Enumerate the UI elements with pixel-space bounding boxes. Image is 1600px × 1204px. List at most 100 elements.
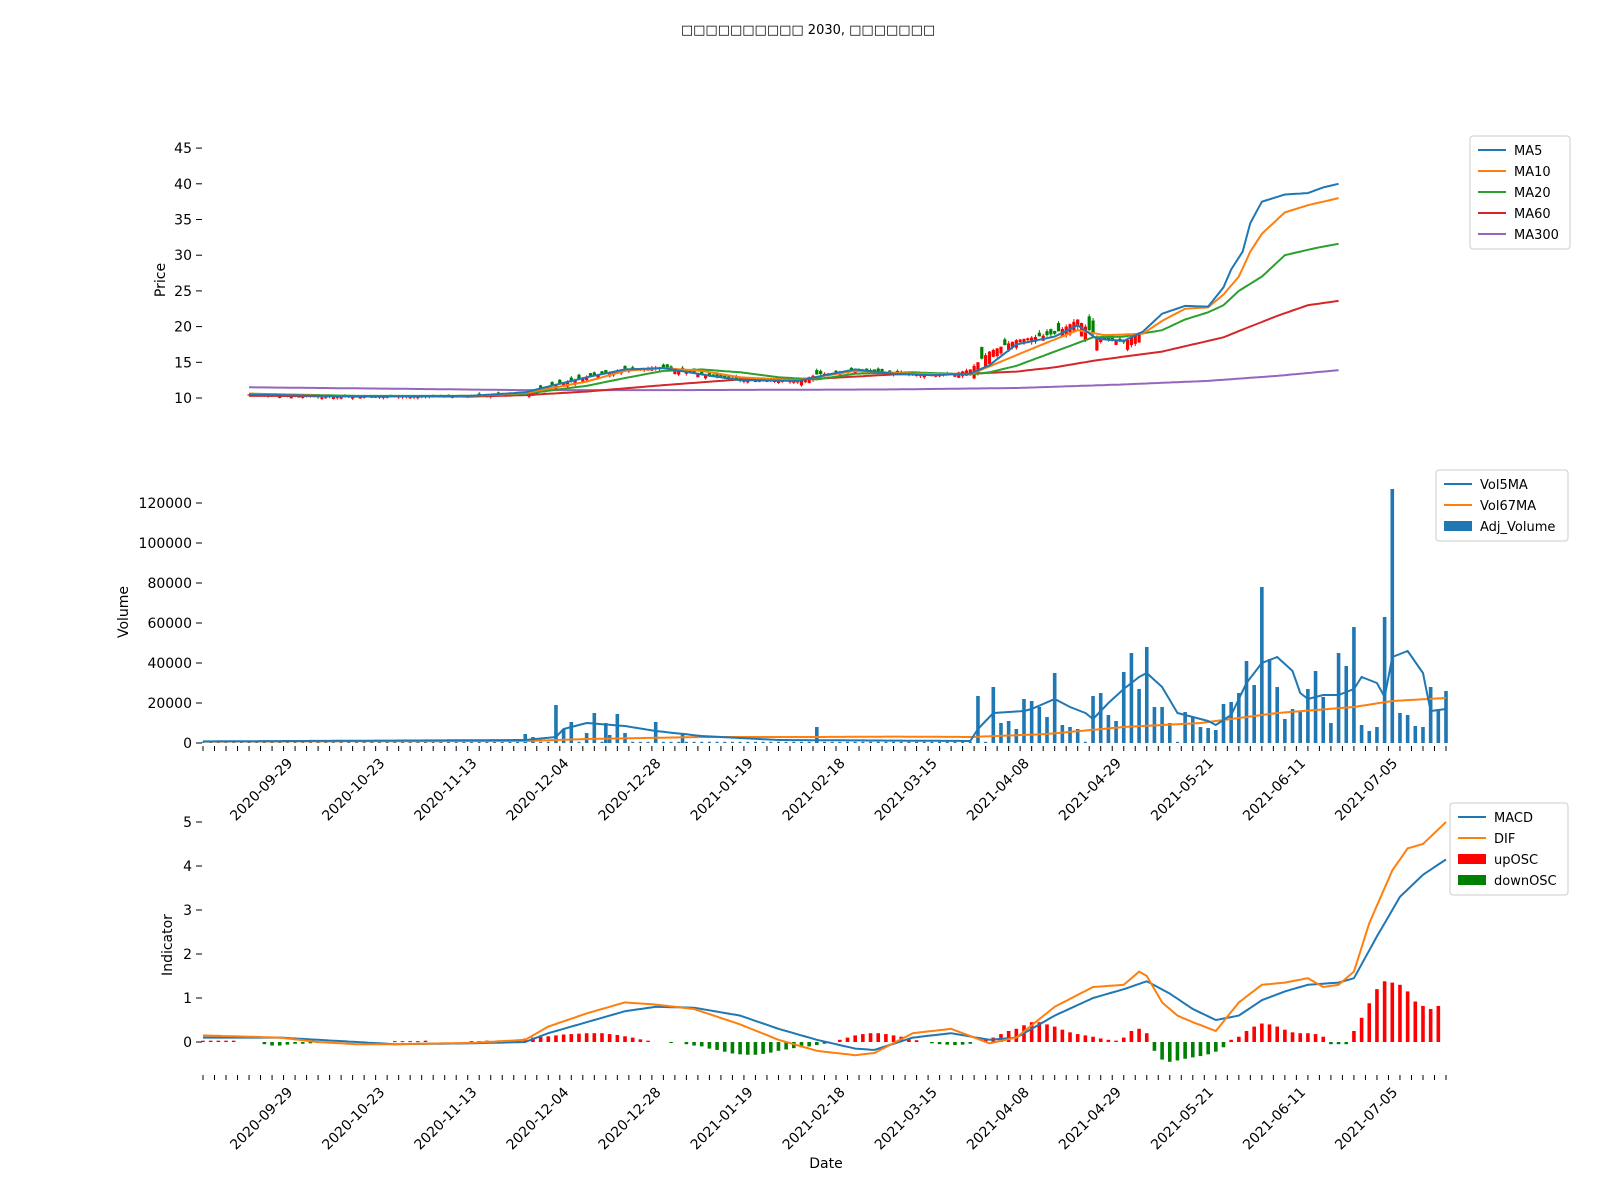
volume-bar bbox=[784, 741, 788, 743]
volume-bar bbox=[730, 741, 734, 743]
volume-bar bbox=[1029, 701, 1034, 743]
uposc-bar bbox=[1436, 1005, 1441, 1042]
volume-bar bbox=[339, 741, 343, 743]
downosc-bar bbox=[730, 1042, 735, 1054]
volume-date-label: 2020-10-23 bbox=[319, 756, 388, 825]
volume-bar bbox=[600, 741, 604, 743]
candle-body bbox=[914, 375, 919, 377]
candle-body bbox=[631, 367, 635, 370]
volume-date-label: 2021-01-19 bbox=[688, 756, 757, 825]
volume-bar bbox=[930, 741, 934, 743]
candle-body bbox=[573, 379, 577, 385]
volume-bar bbox=[416, 741, 420, 743]
candle-body bbox=[585, 376, 589, 381]
candle-body bbox=[577, 374, 581, 379]
volume-bar bbox=[1098, 693, 1103, 743]
volume-bar bbox=[393, 741, 397, 743]
volume-bar bbox=[1144, 647, 1149, 743]
candle-body bbox=[1018, 339, 1022, 343]
downosc-bar bbox=[1329, 1042, 1333, 1045]
indicator-ytick-label-0: 0 bbox=[183, 1035, 192, 1051]
volume-axis-label: Volume bbox=[116, 586, 132, 638]
uposc-bar bbox=[416, 1041, 420, 1043]
downosc-bar bbox=[822, 1042, 827, 1044]
candle-body bbox=[1045, 331, 1049, 336]
indicator-date-label: 2021-04-08 bbox=[964, 1085, 1033, 1154]
volume-bar bbox=[354, 741, 358, 743]
volume-legend-label-2: Adj_Volume bbox=[1480, 520, 1555, 535]
uposc-bar bbox=[1398, 984, 1402, 1042]
candle-body bbox=[815, 370, 819, 375]
downosc-bar bbox=[738, 1042, 742, 1055]
volume-bar bbox=[1359, 725, 1364, 743]
uposc-bar bbox=[607, 1034, 612, 1042]
uposc-bar bbox=[208, 1040, 213, 1042]
volume-bar bbox=[838, 741, 842, 743]
candle-body bbox=[734, 376, 738, 381]
volume-bar bbox=[424, 741, 428, 743]
volume-bar bbox=[792, 741, 796, 743]
downosc-bar bbox=[1175, 1042, 1180, 1061]
price-axis-label: Price bbox=[153, 263, 169, 297]
volume-ytick-label-2: 40000 bbox=[147, 656, 192, 672]
candle-body bbox=[661, 364, 665, 368]
candle-body bbox=[301, 396, 305, 398]
downosc-bar bbox=[745, 1042, 750, 1055]
price-legend-label-4: MA300 bbox=[1514, 228, 1559, 243]
uposc-bar bbox=[1006, 1031, 1011, 1042]
indicator-date-label: 2021-03-15 bbox=[872, 1085, 941, 1154]
uposc-bar bbox=[1068, 1032, 1072, 1042]
uposc-bar bbox=[423, 1040, 428, 1042]
volume-bar bbox=[823, 741, 826, 743]
volume-bar bbox=[1405, 715, 1410, 743]
downosc-bar bbox=[715, 1042, 719, 1050]
volume-bar bbox=[493, 741, 497, 743]
uposc-bar bbox=[1413, 1001, 1418, 1042]
volume-bar bbox=[1022, 699, 1026, 743]
price-ytick-label-4: 30 bbox=[174, 248, 192, 264]
indicator-date-label: 2021-02-18 bbox=[780, 1085, 849, 1154]
downosc-bar bbox=[753, 1042, 758, 1055]
volume-bar bbox=[385, 741, 389, 743]
volume-bar bbox=[961, 741, 965, 743]
volume-bar bbox=[922, 741, 926, 743]
candle-body bbox=[673, 369, 677, 375]
volume-bar bbox=[1260, 587, 1264, 743]
volume-bar bbox=[1329, 723, 1333, 743]
volume-bar bbox=[1214, 730, 1218, 743]
uposc-bar bbox=[1244, 1031, 1249, 1042]
candle-body bbox=[623, 366, 627, 370]
uposc-bar bbox=[1045, 1024, 1049, 1042]
volume-date-label: 2021-04-08 bbox=[964, 756, 1033, 825]
volume-legend-swatch-2 bbox=[1444, 521, 1472, 531]
volume-ytick-label-5: 100000 bbox=[139, 536, 192, 552]
volume-bar bbox=[799, 741, 803, 743]
volume-bar bbox=[1060, 725, 1065, 743]
volume-bar bbox=[715, 741, 719, 743]
candle-body bbox=[1049, 329, 1053, 335]
candle-body bbox=[1003, 339, 1007, 346]
downosc-bar bbox=[300, 1042, 305, 1044]
uposc-bar bbox=[623, 1036, 627, 1042]
candle-body bbox=[1095, 337, 1099, 351]
uposc-bar bbox=[1382, 981, 1387, 1042]
candle-body bbox=[1056, 323, 1061, 332]
price-ytick-label-0: 10 bbox=[174, 391, 192, 407]
volume-bar bbox=[500, 741, 504, 743]
ma5-line bbox=[248, 182, 1339, 398]
candle-body bbox=[703, 375, 708, 379]
candle-body bbox=[1010, 341, 1015, 347]
indicator-legend-label-0: MACD bbox=[1494, 811, 1533, 826]
downosc-bar bbox=[684, 1042, 689, 1045]
uposc-bar bbox=[1260, 1023, 1264, 1042]
volume-bar bbox=[1275, 687, 1279, 743]
chart-title: □□□□□□□□□□ 2030, □□□□□□□ bbox=[681, 23, 935, 38]
volume-bar bbox=[876, 741, 880, 743]
uposc-bar bbox=[1060, 1029, 1065, 1042]
ma10-line bbox=[248, 197, 1339, 398]
volume-bar bbox=[953, 741, 957, 743]
volume-bar bbox=[1175, 741, 1179, 743]
volume-bar bbox=[1167, 723, 1172, 743]
candle-body bbox=[807, 377, 811, 384]
uposc-bar bbox=[1229, 1039, 1233, 1042]
